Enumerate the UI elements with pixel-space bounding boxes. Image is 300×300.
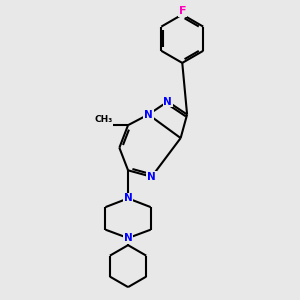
Text: CH₃: CH₃ [94,115,112,124]
Text: F: F [178,6,186,16]
Text: N: N [144,110,153,119]
Text: N: N [124,194,132,203]
Text: N: N [164,97,172,106]
Text: N: N [147,172,156,182]
Text: N: N [124,233,132,243]
